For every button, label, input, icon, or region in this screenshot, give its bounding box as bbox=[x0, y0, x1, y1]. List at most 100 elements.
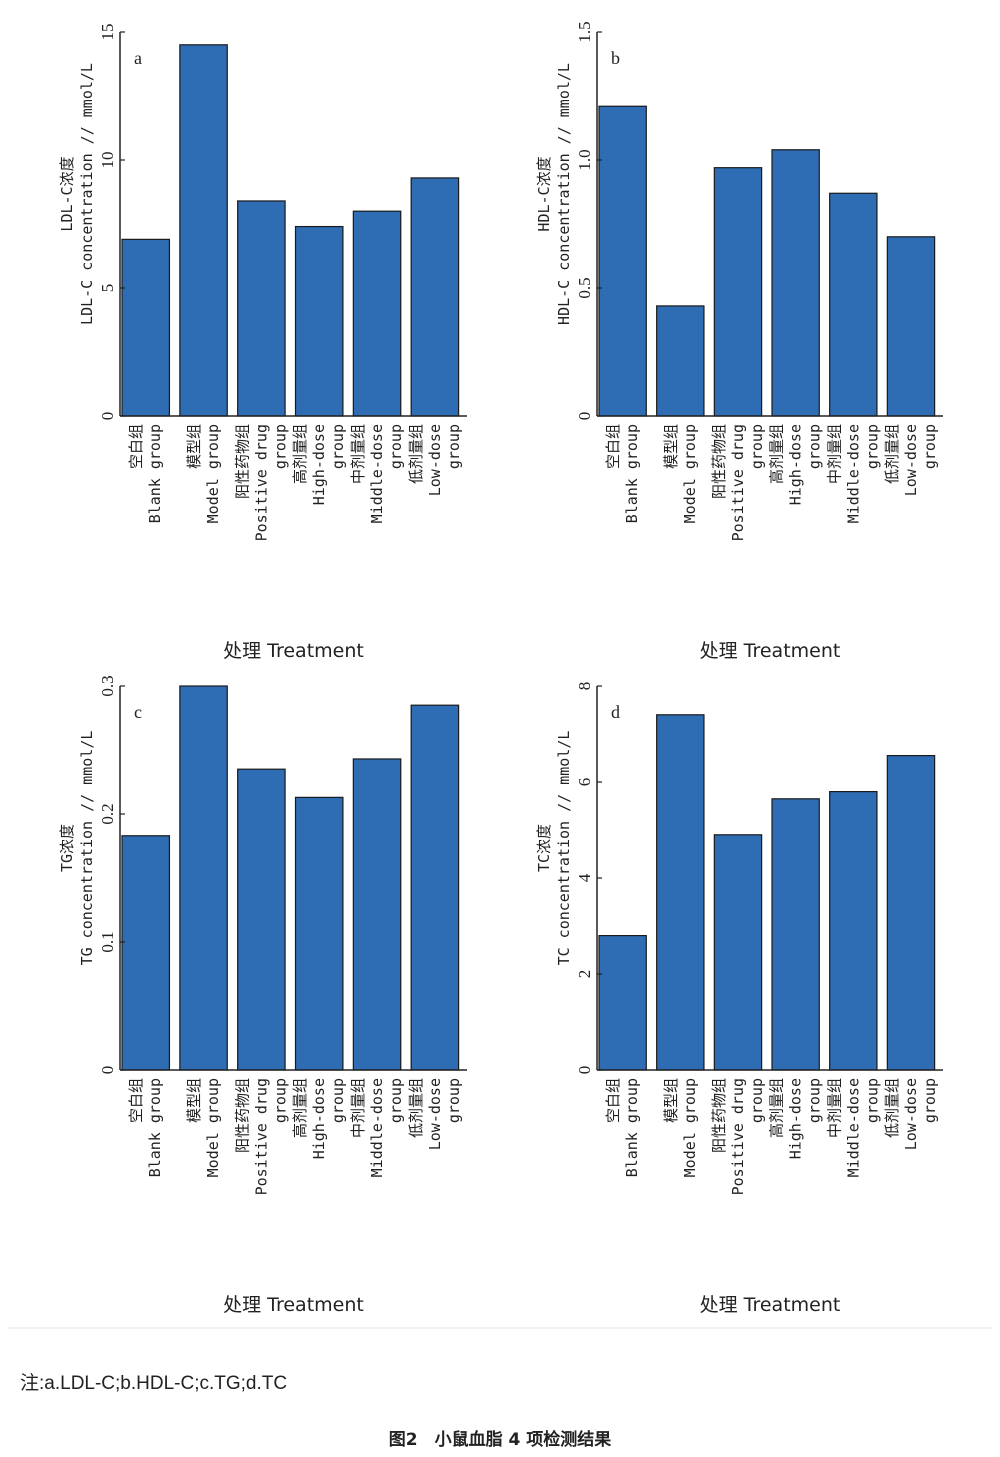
x-category-label: Positive drug bbox=[729, 1078, 747, 1195]
x-category-label: Positive drug bbox=[729, 424, 747, 541]
x-category-label: group bbox=[863, 1078, 881, 1123]
bar bbox=[352, 758, 402, 1071]
x-category-label: group bbox=[387, 424, 405, 469]
x-category-label: Middle-dose bbox=[368, 424, 386, 523]
x-category-label: Middle-dose bbox=[844, 424, 862, 523]
x-category-label: Blank group bbox=[623, 1078, 641, 1177]
figure-caption: 图2 小鼠血脂 4 项检测结果 bbox=[388, 1430, 612, 1450]
x-category-label: 高剂量组 bbox=[768, 424, 786, 484]
bar bbox=[713, 167, 763, 417]
bar bbox=[886, 754, 936, 1071]
y-tick-label: 0 bbox=[575, 1066, 594, 1075]
x-category-label: 高剂量组 bbox=[291, 424, 309, 484]
y-tick-label: 1.5 bbox=[575, 21, 594, 42]
y-axis-title: HDL-C浓度 bbox=[535, 156, 553, 231]
x-category-label: 中剂量组 bbox=[825, 424, 843, 484]
x-category-label: Blank group bbox=[146, 424, 164, 523]
x-category-label: 空白组 bbox=[127, 1078, 145, 1123]
x-category-label: High-dose bbox=[787, 424, 805, 505]
x-category-label: 模型组 bbox=[185, 424, 203, 469]
x-category-label: group bbox=[748, 424, 766, 469]
bar bbox=[121, 238, 171, 417]
y-tick-label: 0 bbox=[575, 412, 594, 421]
panel-letter: b bbox=[611, 48, 620, 68]
x-category-label: Model group bbox=[681, 424, 699, 523]
bar bbox=[237, 768, 286, 1071]
x-category-label: Blank group bbox=[623, 424, 641, 523]
bar bbox=[886, 236, 936, 417]
x-axis-title: 处理 Treatment bbox=[700, 640, 841, 662]
x-category-label: 空白组 bbox=[604, 424, 622, 469]
bar bbox=[771, 798, 820, 1071]
x-category-label: group bbox=[748, 1078, 766, 1123]
y-tick-label: 6 bbox=[575, 778, 594, 787]
x-category-label: 低剂量组 bbox=[883, 1078, 901, 1138]
x-category-label: group bbox=[806, 424, 824, 469]
x-category-label: Middle-dose bbox=[844, 1078, 862, 1177]
y-tick-label: 1.0 bbox=[575, 149, 594, 170]
figure-canvas: 0 5 10 15 a LDL-C浓度 LDL-C concentration // mmo… bbox=[8, 21, 992, 1329]
y-tick-label: 0 bbox=[98, 412, 117, 421]
x-category-label: group bbox=[271, 424, 289, 469]
x-category-label: group bbox=[863, 424, 881, 469]
bar bbox=[598, 105, 647, 417]
bar bbox=[598, 934, 647, 1071]
y-tick-label: 2 bbox=[575, 970, 594, 979]
x-category-label: Middle-dose bbox=[368, 1078, 386, 1177]
bar bbox=[713, 834, 763, 1071]
x-category-label: High-dose bbox=[310, 424, 328, 505]
bar bbox=[294, 796, 344, 1071]
x-category-label: 空白组 bbox=[604, 1078, 622, 1123]
y-axis-title: TC浓度 bbox=[535, 824, 553, 872]
bar bbox=[352, 210, 402, 417]
chart-panel-c: 0 0.1 0.2 0.3 c TG浓度 TG concentration // mmol/… bbox=[58, 675, 467, 1316]
x-category-label: 低剂量组 bbox=[883, 424, 901, 484]
x-category-label: 阳性药物组 bbox=[710, 1078, 728, 1153]
x-axis-title: 处理 Treatment bbox=[700, 1294, 841, 1316]
panel-letter: a bbox=[134, 48, 142, 68]
y-tick-label: 0.1 bbox=[98, 931, 117, 952]
x-category-label: 低剂量组 bbox=[407, 424, 425, 484]
y-axis-title: TG浓度 bbox=[58, 824, 76, 872]
x-category-label: 阳性药物组 bbox=[233, 424, 251, 499]
x-category-label: High-dose bbox=[310, 1078, 328, 1159]
x-category-label: group bbox=[806, 1078, 824, 1123]
x-category-label: group bbox=[921, 1078, 939, 1123]
bar bbox=[656, 305, 705, 417]
y-axis-title: LDL-C concentration // mmol/L bbox=[78, 63, 96, 325]
x-category-label: High-dose bbox=[787, 1078, 805, 1159]
x-category-label: Positive drug bbox=[252, 1078, 270, 1195]
y-axis-title: TC concentration // mmol/L bbox=[555, 731, 573, 966]
y-tick-label: 10 bbox=[98, 152, 117, 169]
panel-letter: d bbox=[611, 702, 620, 722]
x-axis-title: 处理 Treatment bbox=[223, 1294, 364, 1316]
x-category-label: 模型组 bbox=[185, 1078, 203, 1123]
chart-panel-b: 0 0.5 1.0 1.5 b HDL-C浓度 HDL-C concentration //… bbox=[535, 21, 943, 662]
bar bbox=[179, 685, 228, 1071]
x-category-label: 模型组 bbox=[662, 424, 680, 469]
x-category-label: 高剂量组 bbox=[291, 1078, 309, 1138]
x-category-label: 模型组 bbox=[662, 1078, 680, 1123]
x-category-label: 高剂量组 bbox=[768, 1078, 786, 1138]
x-category-label: Model group bbox=[204, 424, 222, 523]
bar bbox=[410, 177, 460, 417]
bar bbox=[829, 790, 878, 1071]
bar bbox=[771, 149, 820, 417]
figure-note: 注:a.LDL-C;b.HDL-C;c.TG;d.TC bbox=[20, 1373, 288, 1394]
y-tick-label: 0 bbox=[98, 1066, 117, 1075]
y-tick-label: 5 bbox=[98, 284, 117, 293]
x-category-label: group bbox=[329, 1078, 347, 1123]
y-tick-label: 8 bbox=[575, 682, 594, 691]
bar bbox=[829, 192, 878, 417]
x-category-label: Low-dose bbox=[902, 1078, 920, 1150]
bar bbox=[410, 704, 460, 1071]
y-tick-label: 4 bbox=[575, 873, 594, 882]
bar bbox=[656, 714, 705, 1071]
chart-panel-a: 0 5 10 15 a LDL-C浓度 LDL-C concentration // mmo… bbox=[58, 24, 467, 662]
x-category-label: Model group bbox=[204, 1078, 222, 1177]
chart-panel-d: 0 2 4 6 8 d TC浓度 TC concentration // mmol/L 空白组 B… bbox=[535, 682, 943, 1316]
y-tick-label: 0.2 bbox=[98, 803, 117, 824]
x-category-label: 低剂量组 bbox=[407, 1078, 425, 1138]
x-category-label: 中剂量组 bbox=[349, 1078, 367, 1138]
x-category-label: Positive drug bbox=[252, 424, 270, 541]
